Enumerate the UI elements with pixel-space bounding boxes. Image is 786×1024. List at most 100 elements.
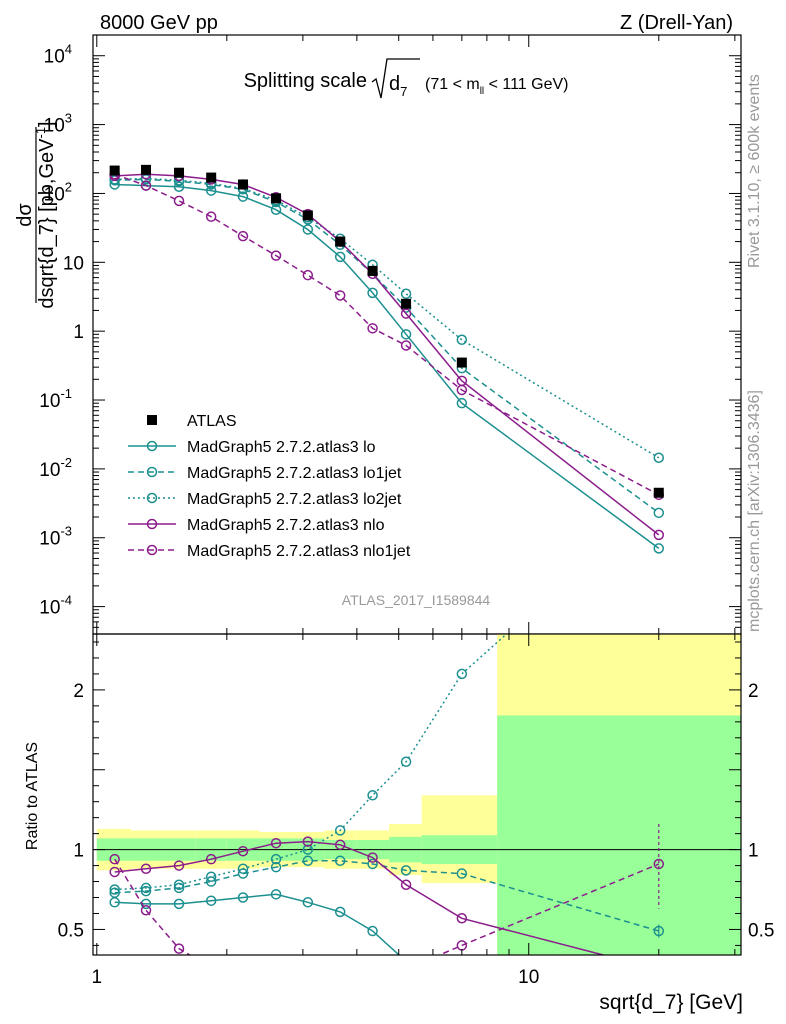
main-series-2-marker [653, 507, 665, 519]
main-series-5-marker [173, 195, 185, 207]
legend-label-4: MadGraph5 2.7.2.atlas3 nlo [187, 517, 385, 534]
atlas-data-point [401, 298, 412, 309]
ratio-series-1-marker [334, 855, 346, 867]
main-series-5-marker [334, 290, 346, 301]
ratio-series-3-line [114, 840, 607, 955]
ratio-series-1-line [114, 860, 660, 932]
main-series-2-line [114, 178, 660, 514]
legend-label-1: MadGraph5 2.7.2.atlas3 lo [187, 439, 376, 456]
ratio-ytick-label-right: 2 [748, 681, 759, 702]
main-series-3-marker [653, 452, 665, 464]
main-series-4-marker [400, 308, 412, 319]
ratio-series-0-marker [367, 925, 378, 937]
main-series-5-marker [237, 230, 249, 242]
analysis-watermark: ATLAS_2017_I1589844 [342, 592, 491, 608]
main-ytick-exp: -2 [60, 455, 72, 470]
ratio-series-3-marker [334, 839, 346, 851]
main-ytick-label: 104 [44, 42, 72, 68]
legend-label-5: MadGraph5 2.7.2.atlas3 nlo1jet [187, 543, 411, 560]
ratio-series-0-marker [237, 892, 249, 903]
ratio-plot-area [93, 634, 741, 990]
ratio-series-4-marker [238, 976, 247, 985]
atlas-data-point [456, 357, 467, 368]
main-series-1-marker [302, 224, 314, 235]
atlas-data-point [335, 236, 346, 247]
ratio-series-4-marker [109, 853, 120, 865]
ratio-series-4-line [114, 858, 660, 955]
main-title: Splitting scale d7 (71 < mll < 111 GeV) [244, 58, 568, 99]
ratio-xtick-label: 1 [92, 967, 103, 988]
ratio-band-green [497, 715, 741, 955]
main-series-3-line [114, 177, 660, 459]
atlas-data-point [271, 193, 282, 204]
main-series-5-line [114, 173, 660, 496]
mcplots-label: mcplots.cern.ch [arXiv:1306.3436] [746, 390, 763, 632]
ratio-series-2-marker [270, 853, 282, 865]
ratio-y-axis-label: Ratio to ATLAS [24, 742, 41, 850]
atlas-data-point [237, 179, 248, 190]
ratio-series-4-marker [368, 981, 377, 990]
main-series-1-marker [334, 251, 346, 263]
main-series-5-marker [367, 323, 378, 334]
atlas-data-point [302, 210, 313, 221]
ratio-series-3-marker [140, 863, 152, 875]
y-label-numerator: dσ [14, 203, 36, 227]
ratio-series-1-marker [367, 858, 378, 870]
main-series-5-marker [456, 384, 468, 396]
ratio-series-4-marker [272, 981, 281, 990]
ratio-ytick-label-left: 1 [73, 841, 84, 862]
atlas-data-point [141, 164, 152, 175]
main-series-1-marker [456, 397, 468, 409]
ratio-series-3-marker [270, 837, 282, 849]
ratio-series-0-marker [334, 906, 346, 918]
main-ytick-label: 10-2 [39, 455, 72, 481]
ratio-series-0-marker [457, 976, 466, 985]
atlas-data-point [653, 487, 664, 498]
ratio-series-1-marker [270, 861, 282, 873]
main-ytick-exp: 4 [65, 42, 72, 57]
main-series-1-marker [400, 329, 412, 340]
main-ytick-exp: -4 [60, 593, 72, 608]
main-series-5-marker [302, 269, 314, 281]
main-series-5-marker [270, 250, 282, 261]
legend-marker-atlas [147, 415, 157, 425]
ratio-series-0-marker [302, 897, 314, 908]
ratio-series-2-marker [140, 882, 152, 894]
x-axis-label: sqrt{d_7} [GeV] [599, 991, 743, 1014]
ratio-series-3-marker [302, 836, 314, 847]
legend-marker-4 [146, 518, 158, 530]
ratio-ytick-label-right: 0.5 [748, 920, 774, 941]
ratio-panel: 0.5 0.5 1 1 2 2 1 10 sqrt{d_7} [GeV] Ratio to ATL… [24, 633, 774, 1014]
header-right: Z (Drell-Yan) [620, 12, 733, 34]
legend-marker-3 [146, 492, 158, 504]
main-series-5-marker [140, 180, 152, 191]
ratio-series-1-marker [456, 868, 468, 879]
ratio-series-2-line [114, 634, 508, 891]
ratio-series-3-marker [400, 879, 412, 890]
legend-marker-2 [146, 466, 158, 478]
main-series-1-marker [653, 543, 665, 554]
legend: ATLAS MadGraph5 2.7.2.atlas3 lo MadGraph5 … [128, 413, 411, 560]
title-main: Splitting scale [244, 70, 367, 92]
main-series-1-line [114, 183, 660, 550]
ratio-series-0-line [114, 893, 401, 955]
ratio-series-2-marker [367, 790, 378, 801]
ratio-series-3-marker [109, 866, 120, 878]
main-ytick-label: 10-3 [39, 524, 72, 550]
ratio-series-0-marker [270, 889, 282, 900]
ratio-series-0-marker [173, 898, 185, 910]
main-series-4-line [114, 173, 660, 536]
title-sqrt-sub: 7 [400, 84, 407, 99]
atlas-data-point [174, 167, 185, 178]
legend-marker-1 [146, 440, 158, 452]
legend-label-3: MadGraph5 2.7.2.atlas3 lo2jet [187, 491, 402, 508]
ratio-series-1-marker [400, 865, 412, 876]
ratio-ytick-label-right: 1 [748, 841, 759, 862]
ratio-series-4-marker [336, 979, 345, 988]
main-ytick-exp: -1 [60, 386, 72, 401]
ratio-ytick-label-left: 2 [73, 681, 84, 702]
ratio-series-1-marker [109, 887, 120, 898]
ratio-series-3-marker [456, 913, 468, 924]
